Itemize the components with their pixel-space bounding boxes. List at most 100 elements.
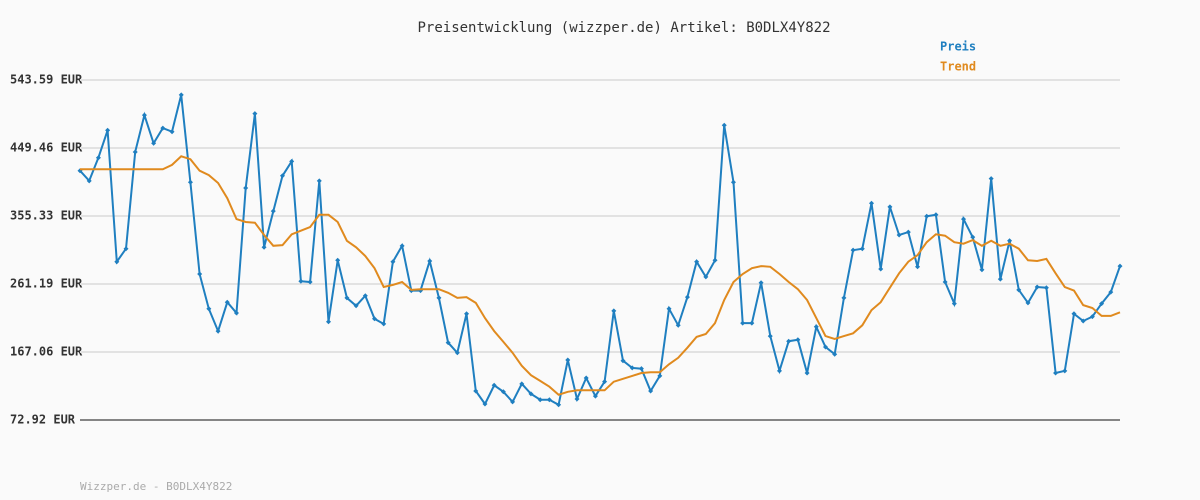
point — [795, 337, 801, 343]
point — [1016, 287, 1022, 293]
point — [1007, 238, 1013, 244]
point — [997, 276, 1003, 282]
point — [1025, 300, 1031, 306]
point — [592, 393, 598, 399]
point — [215, 328, 221, 334]
point — [749, 320, 755, 326]
point — [758, 280, 764, 286]
point — [583, 375, 589, 381]
series-line — [80, 155, 1121, 396]
point — [767, 333, 773, 339]
point — [942, 279, 948, 285]
point — [951, 301, 957, 307]
legend-label: Trend — [940, 60, 976, 74]
y-tick-label: 449.46 EUR — [10, 140, 83, 154]
point — [786, 338, 792, 344]
point — [436, 295, 442, 301]
point — [279, 173, 285, 179]
point — [141, 112, 147, 118]
point — [961, 216, 967, 222]
point — [730, 179, 736, 185]
point — [1108, 289, 1114, 295]
point — [298, 278, 304, 284]
point — [537, 397, 543, 403]
point — [602, 379, 608, 385]
point — [206, 306, 212, 312]
point — [684, 294, 690, 300]
point — [510, 399, 516, 405]
point — [252, 111, 258, 117]
point — [454, 350, 460, 356]
point — [933, 212, 939, 218]
point — [464, 311, 470, 317]
point — [353, 303, 359, 309]
point — [528, 391, 534, 397]
point — [721, 122, 727, 128]
legend-label: Preis — [940, 40, 976, 54]
point — [261, 244, 267, 250]
point — [565, 357, 571, 363]
point — [776, 368, 782, 374]
point — [307, 279, 313, 285]
point — [482, 401, 488, 407]
point — [390, 259, 396, 265]
point — [979, 267, 985, 273]
series-line — [79, 94, 1121, 407]
point — [620, 358, 626, 364]
point — [924, 213, 930, 219]
point — [491, 382, 497, 388]
y-tick-label: 261.19 EUR — [10, 276, 83, 290]
y-tick-label: 167.06 EUR — [10, 344, 83, 358]
point — [233, 310, 239, 316]
point — [500, 389, 506, 395]
point — [712, 257, 718, 263]
point — [178, 92, 184, 98]
point — [132, 149, 138, 155]
point — [114, 259, 120, 265]
point — [86, 178, 92, 184]
point — [869, 200, 875, 206]
point — [859, 246, 865, 252]
point — [1099, 301, 1105, 307]
point — [740, 320, 746, 326]
point — [822, 344, 828, 350]
point — [694, 259, 700, 265]
point — [1089, 314, 1095, 320]
point — [1062, 368, 1068, 374]
point — [850, 247, 856, 253]
point — [648, 388, 654, 394]
point — [666, 306, 672, 312]
point — [675, 322, 681, 328]
point — [878, 266, 884, 272]
point — [1034, 284, 1040, 290]
point — [243, 185, 249, 191]
point — [988, 176, 994, 182]
point — [427, 258, 433, 264]
footer: Wizzper.de - B0DLX4Y822 — [80, 480, 232, 493]
point — [703, 274, 709, 280]
point — [832, 351, 838, 357]
point — [556, 402, 562, 408]
point — [813, 324, 819, 330]
point — [629, 365, 635, 371]
point — [270, 208, 276, 214]
point — [804, 370, 810, 376]
point — [344, 295, 350, 301]
point — [896, 232, 902, 238]
point — [95, 155, 101, 161]
point — [1053, 370, 1059, 376]
point — [316, 178, 322, 184]
point — [325, 319, 331, 325]
point — [970, 234, 976, 240]
y-tick-label: 355.33 EUR — [10, 208, 83, 222]
point — [187, 179, 193, 185]
point — [915, 264, 921, 270]
point — [905, 229, 911, 235]
point — [519, 381, 525, 387]
point — [169, 129, 175, 135]
point — [574, 396, 580, 402]
point — [1071, 311, 1077, 317]
chart-title: Preisentwicklung (wizzper.de) Artikel: B… — [417, 20, 830, 36]
